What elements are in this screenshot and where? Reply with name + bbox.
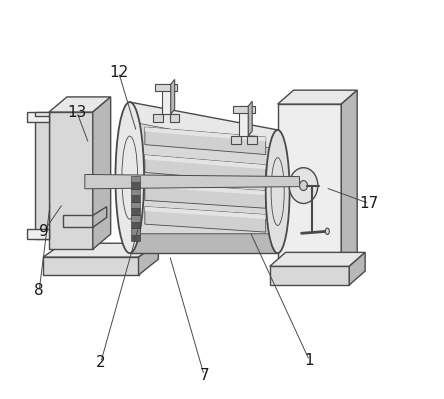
Polygon shape [145,127,266,154]
Polygon shape [239,106,248,136]
Polygon shape [139,243,159,275]
Polygon shape [35,112,49,116]
Polygon shape [248,101,252,136]
Text: 1: 1 [305,353,314,368]
Polygon shape [145,183,266,195]
Ellipse shape [266,130,289,253]
Polygon shape [27,229,49,239]
Polygon shape [130,233,278,253]
Polygon shape [27,112,49,122]
Polygon shape [131,176,140,182]
Polygon shape [131,189,140,196]
Polygon shape [170,114,179,122]
Polygon shape [131,215,140,221]
Polygon shape [145,155,266,182]
Text: 17: 17 [360,196,379,211]
Polygon shape [270,266,349,285]
Text: 2: 2 [96,355,106,370]
Polygon shape [231,136,241,144]
Polygon shape [145,183,266,208]
Polygon shape [278,90,357,104]
Polygon shape [130,102,278,150]
Polygon shape [162,84,170,114]
Polygon shape [85,174,300,189]
Polygon shape [131,228,140,235]
Polygon shape [233,106,255,113]
Ellipse shape [115,102,144,253]
Text: 7: 7 [199,368,209,383]
Polygon shape [63,215,93,227]
Polygon shape [270,253,365,266]
Ellipse shape [289,168,318,203]
Polygon shape [145,207,266,232]
Ellipse shape [325,228,329,235]
Polygon shape [170,79,174,114]
Polygon shape [154,114,163,122]
Polygon shape [131,182,140,189]
Polygon shape [93,97,111,249]
Polygon shape [131,208,140,215]
Polygon shape [278,104,341,267]
Polygon shape [93,207,107,227]
Polygon shape [49,112,93,249]
Text: 9: 9 [39,224,49,239]
Text: 8: 8 [34,283,44,298]
Polygon shape [131,196,140,202]
Text: 12: 12 [109,65,128,80]
Polygon shape [145,207,266,219]
Polygon shape [43,257,139,275]
Text: 13: 13 [67,105,87,120]
Polygon shape [131,202,140,208]
Polygon shape [43,243,159,257]
Ellipse shape [300,181,308,191]
Polygon shape [247,136,257,144]
Polygon shape [349,253,365,285]
Polygon shape [341,90,357,267]
Polygon shape [131,235,140,241]
Polygon shape [131,221,140,228]
Polygon shape [145,155,266,169]
Polygon shape [130,122,278,233]
Polygon shape [155,84,177,91]
Polygon shape [49,97,111,112]
Polygon shape [35,116,49,239]
Polygon shape [145,127,266,142]
